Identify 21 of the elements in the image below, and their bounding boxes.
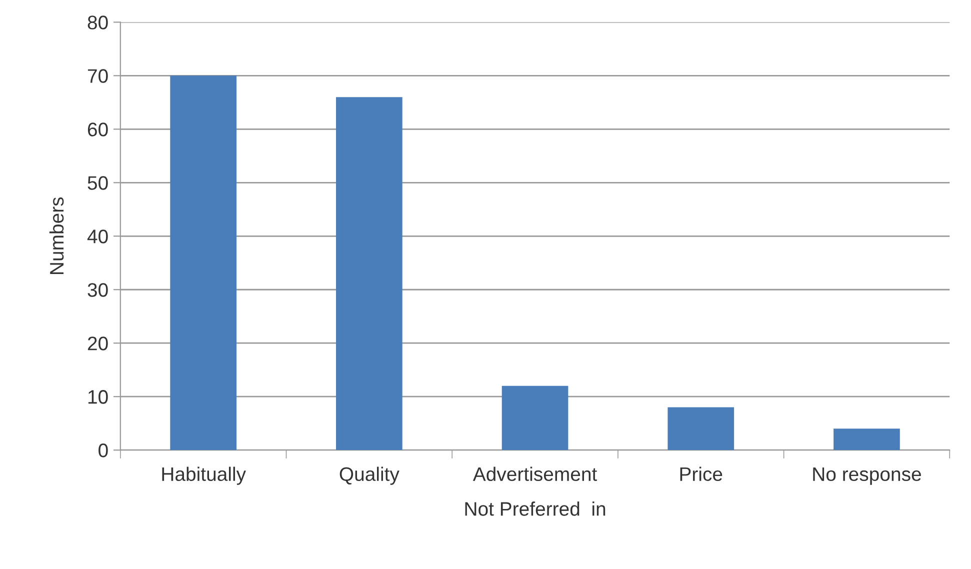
y-tick-label: 30 [88,283,108,297]
x-tick-label: No response [813,467,921,485]
y-tick-label: 40 [87,230,108,244]
x-tick-label: Habitually [162,466,246,485]
y-tick-label: 60 [88,122,108,136]
bar [502,386,568,450]
x-axis-title: Not Preferred in [465,502,606,516]
bar [668,407,734,450]
y-tick-label: 70 [88,69,108,83]
y-tick-label: 80 [88,16,108,30]
y-tick-label: 50 [88,176,108,190]
y-axis-title: Numbers [49,197,64,274]
y-tick-label: 20 [88,336,108,350]
y-tick-label: 10 [88,390,108,404]
bar [170,76,236,450]
x-tick-label: Quality [340,466,400,485]
bar [834,428,900,450]
x-tick-label: Advertisement [472,466,598,482]
bar [336,97,402,450]
y-tick-label: 0 [98,444,108,458]
x-tick-label: Price [680,466,722,482]
